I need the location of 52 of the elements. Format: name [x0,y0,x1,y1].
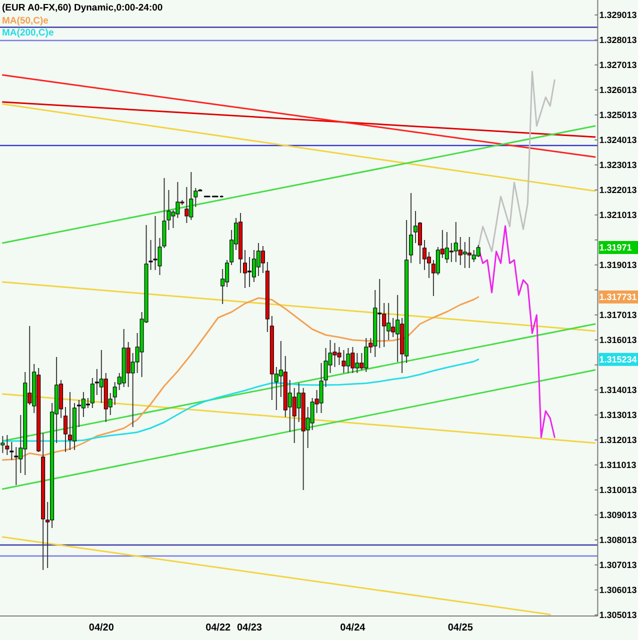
candlestick [14,446,18,486]
candlestick [0,436,5,454]
y-tick-label: 1.324013 [599,134,637,145]
y-tick-label: 1.327013 [599,60,637,70]
y-tick-label: 1.317013 [599,310,637,320]
candlestick [260,246,265,274]
y-tick-label: 1.313013 [599,410,637,420]
y-tick-label: 1.308013 [599,534,637,545]
y-tick-label: 1.307013 [599,560,637,570]
y-tick-label: 1.316013 [599,334,637,345]
x-tick-label: 04/22 [206,622,232,634]
candlestick [476,244,480,258]
candlestick [5,434,10,456]
x-tick-label: 04/20 [88,622,114,634]
x-tick-label: 04/25 [448,622,474,634]
line-series [2,296,480,461]
y-tick-label: 1.326013 [599,84,637,95]
text: 1.31971 [599,242,632,252]
line-series [2,358,480,442]
y-tick-label: 1.322013 [599,184,637,195]
text: MA(50,C)e [2,16,48,26]
y-tick-label: 1.306013 [599,584,637,595]
annotation: 1.315234 [599,354,637,364]
annotation: 1.317731 [599,292,637,302]
y-tick-label: 1.312013 [599,434,637,445]
x-tick-label: 04/23 [236,622,262,634]
candlestick [10,442,14,460]
line-series [478,225,556,438]
y-tick-label: 1.314013 [599,384,637,395]
y-tick-label: 1.329013 [599,10,637,20]
y-tick-label: 1.321013 [599,210,637,220]
candlestick [414,210,418,244]
y-tick-label: 1.323013 [599,160,637,170]
candlestick [90,378,94,408]
y-tick-label: 1.310013 [599,484,637,495]
y-tick-label: 1.309013 [599,510,637,520]
candlestick [426,252,431,278]
y-tick-label: 1.325013 [599,110,637,120]
candlestick [64,406,68,452]
candlestick [243,250,248,288]
candlestick [184,186,189,224]
y-tick-label: 1.305013 [599,610,637,620]
candlestick [194,188,198,208]
y-tick-label: 1.328013 [599,34,637,45]
candlestick [86,398,90,408]
text: MA(200,C)e [2,28,54,38]
candlestick [409,192,414,264]
y-tick-label: 1.311013 [599,460,636,470]
chart-title: (EUR A0-FX,60) Dynamic,0:00-24:00 [2,2,163,14]
y-tick-label: 1.319013 [599,260,637,270]
x-tick-label: 04/24 [340,622,366,634]
candlestick [112,382,117,406]
